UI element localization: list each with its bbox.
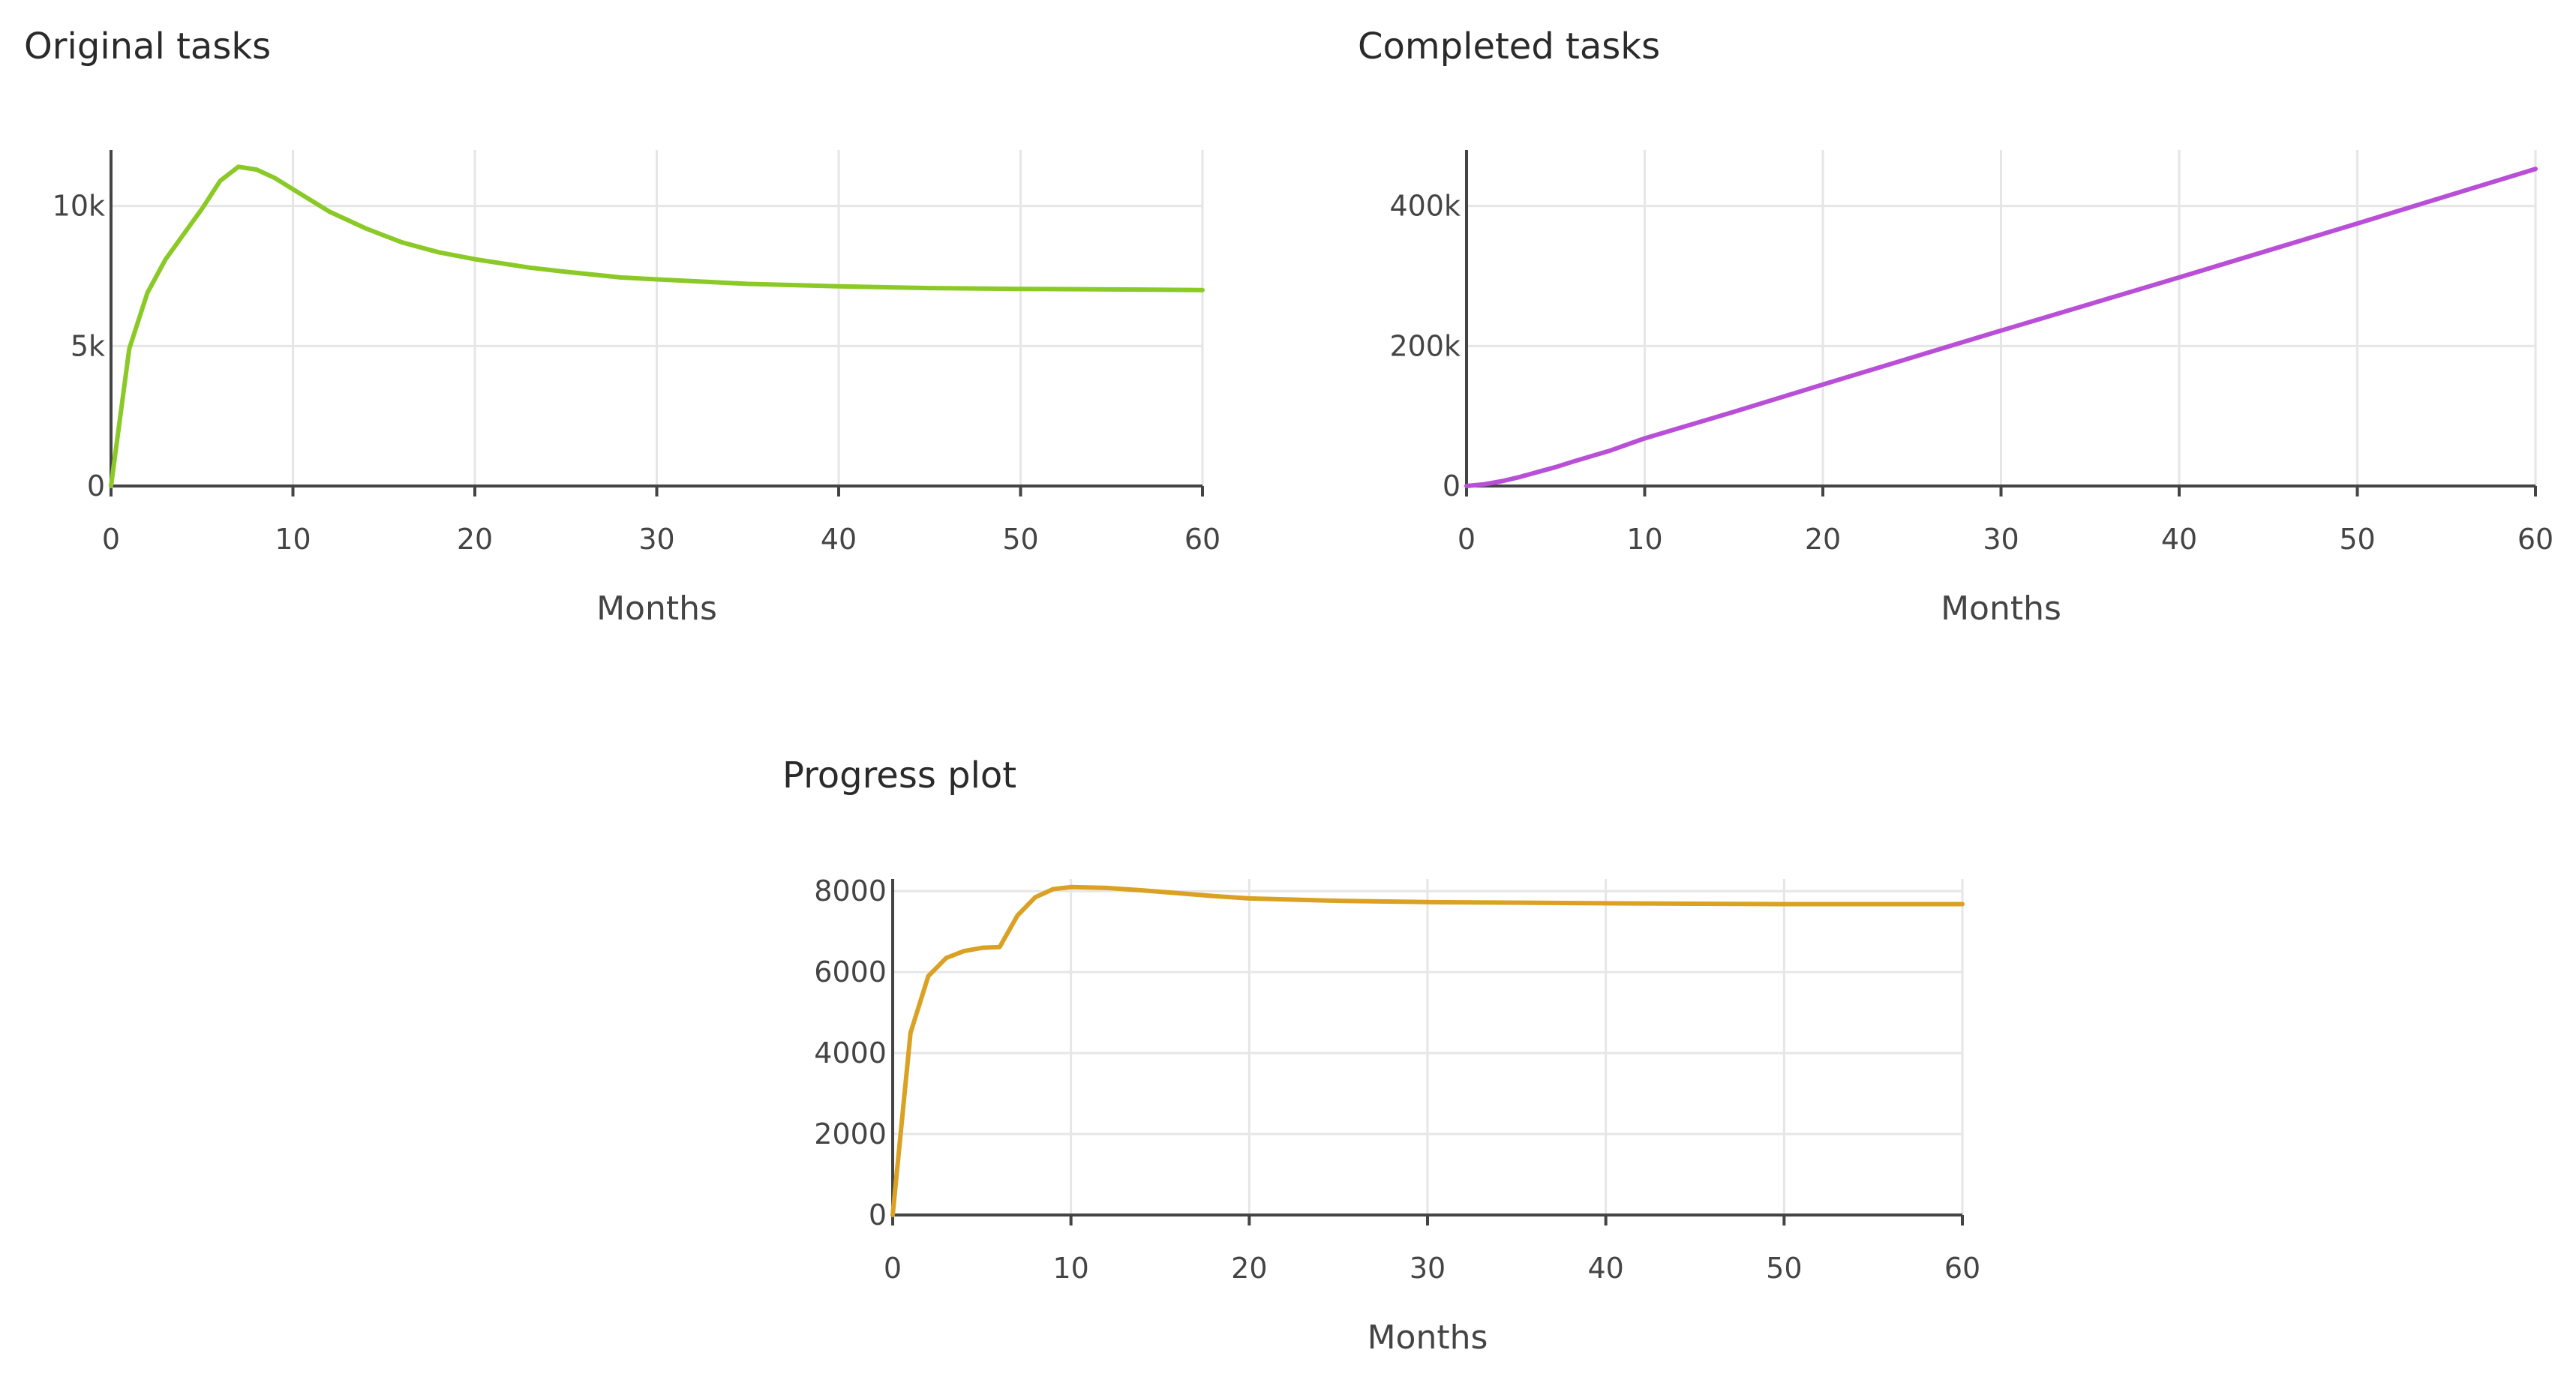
series-line [109,164,1205,488]
x-tick-label: 10 [1052,1252,1088,1285]
x-tick-label: 60 [2517,523,2553,556]
y-tick-label: 0 [1443,470,1461,502]
x-axis-label: Months [596,590,717,628]
y-tick-label: 6000 [814,956,887,988]
x-tick-label: 30 [1983,523,2019,556]
x-tick-label: 40 [1587,1252,1623,1285]
x-tick-label: 40 [821,523,857,556]
y-tick-label: 4000 [814,1036,887,1070]
y-tick-label: 5k [71,329,105,362]
x-tick-label: 10 [275,523,311,556]
x-axis-label: Months [1368,1318,1488,1357]
x-tick-label: 0 [884,1252,902,1285]
x-tick-label: 50 [2339,523,2375,556]
x-tick-label: 60 [1184,523,1220,556]
chart-title: Original tasks [24,26,271,68]
x-tick-label: 10 [1626,523,1662,556]
x-tick-label: 20 [1231,1252,1267,1285]
chart-3: Progress plot 0 10 20 30 40 50 60 0 2000 4000 6000 8… [782,754,1980,1357]
chart-title: Completed tasks [1358,26,1660,68]
x-tick-label: 0 [1458,523,1476,556]
chart-title: Progress plot [782,754,1016,796]
x-tick-label: 30 [1410,1252,1446,1285]
y-tick-label: 0 [87,470,105,502]
x-tick-label: 50 [1002,523,1038,556]
series-line [1464,166,2538,488]
series-line [890,884,1965,1217]
y-tick-label: 8000 [814,874,887,908]
y-tick-label: 2000 [814,1118,887,1150]
x-tick-label: 0 [102,523,120,556]
x-tick-label: 40 [2161,523,2197,556]
y-tick-label: 400k [1389,190,1461,223]
y-tick-label: 10k [53,190,105,223]
chart-1: Original tasks 0 10 20 30 40 50 60 0 5k 10k Months [24,26,1220,628]
x-tick-label: 30 [638,523,674,556]
y-tick-label: 0 [869,1198,887,1232]
x-tick-label: 50 [1766,1252,1802,1285]
x-tick-label: 20 [457,523,493,556]
x-tick-label: 60 [1944,1252,1980,1285]
x-axis-label: Months [1941,590,2061,628]
y-tick-label: 200k [1389,329,1461,362]
chart-2: Completed tasks 0 10 20 30 40 50 60 0 200k 400k Mon… [1358,26,2553,628]
x-tick-label: 20 [1805,523,1841,556]
